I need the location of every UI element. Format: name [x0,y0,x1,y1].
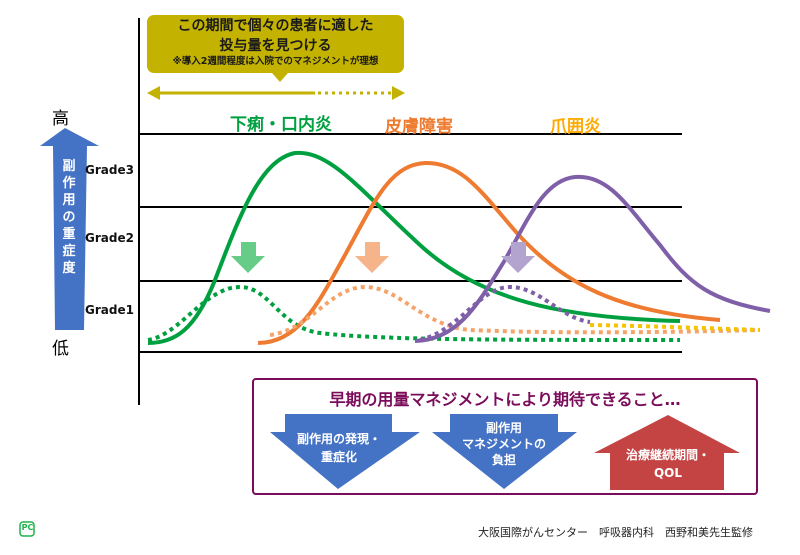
callout-note: ※導入2週間程度は入院でのマネジメントが理想 [172,56,379,67]
char: 症 [62,244,76,259]
expectations-box: 早期の用量マネジメントにより期待できること… [252,378,758,495]
series-label-skin: 皮膚障害 [385,117,453,137]
curve-nail-dotted [419,284,591,342]
down-arrow-onset [270,414,420,489]
text-line: 負担 [491,453,516,467]
char: 用 [62,193,76,208]
text-line: 副作用の発現・ [296,432,381,446]
char: 副 [62,159,76,174]
qol-arrow-text: 治療継続期間・ QOL [605,446,731,482]
char: 重 [62,227,76,242]
grade3-label: Grade3 [85,163,134,177]
grade2-label: Grade2 [85,231,134,245]
onset-arrow-text: 副作用の発現・ 重症化 [280,430,398,466]
text-line: マネジメントの [461,437,546,451]
logo-text: PC [21,523,34,532]
reduction-arrow-orange [355,242,389,273]
grade1-label: Grade1 [85,303,134,317]
series-label-diarrhea: 下痢・口内炎 [230,115,332,135]
severity-arrow [40,128,99,330]
series-label-nail: 爪囲炎 [550,117,601,137]
char: 度 [62,261,76,276]
char: の [62,210,76,225]
text-line: 治療継続期間・ [625,448,710,462]
severity-arrow-label: 副 作 用 の 重 症 度 [61,158,77,277]
pc-logo [19,521,35,537]
period-arrow-left-head [147,86,160,100]
curve-skin-dotted [269,284,761,337]
expectations-title: 早期の用量マネジメントにより期待できること… [329,390,681,409]
callout-line1: この期間で個々の患者に適した [177,18,374,34]
curve-diarrhea-solid [147,150,681,345]
axis-high-label: 高 [52,109,69,129]
reduction-arrow-green [231,242,265,273]
text-line: 重症化 [320,450,357,464]
curve-nail-dotted-tail [589,323,761,332]
footer-credit: 大阪国際がんセンター 呼吸器内科 西野和美先生監修 [478,526,753,539]
text-line: 副作用 [485,421,522,435]
callout-line2: 投与量を見つける [219,38,332,54]
callout-dose-finding: この期間で個々の患者に適した 投与量を見つける ※導入2週間程度は入院でのマネジ… [147,15,404,82]
text-line: QOL [653,466,683,480]
axis-low-label: 低 [52,339,69,359]
char: 作 [62,176,76,191]
curve-skin-solid [257,160,721,345]
up-arrow-qol [594,415,740,490]
burden-arrow-text: 副作用 マネジメントの 負担 [440,420,568,468]
reduction-arrow-purple [501,242,535,273]
period-arrow-right-head [392,86,405,100]
down-arrow-burden [432,414,577,489]
